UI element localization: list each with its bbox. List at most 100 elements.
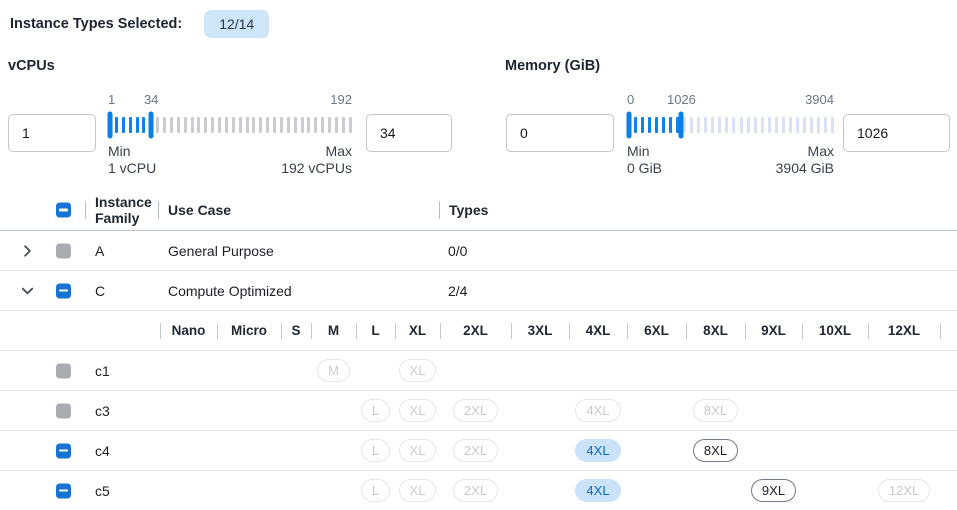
slider-tick — [128, 117, 132, 133]
chevron-right-icon[interactable] — [20, 243, 35, 258]
family-cell: A — [95, 242, 105, 259]
select-all-checkbox[interactable] — [56, 202, 71, 218]
memory-min-input[interactable] — [506, 114, 614, 152]
size-cell-3xl — [511, 351, 569, 390]
size-pill-12xl[interactable]: 12XL — [877, 479, 931, 502]
size-cell-6xl — [627, 431, 686, 470]
size-column-l: L — [356, 311, 395, 350]
scale-start-label: 1 — [108, 92, 116, 107]
slider-tick — [690, 117, 694, 133]
size-cell-10xl — [802, 471, 868, 510]
slider-min-handle[interactable] — [107, 111, 113, 139]
size-column-label: 12XL — [887, 323, 921, 338]
size-cell-9xl: 9XL — [745, 471, 802, 510]
size-pill-9xl[interactable]: 9XL — [750, 479, 797, 502]
size-header-grid: Nano Micro S M L XL 2XL 3XL 4XL 6XL 8XL 9XL 10XL 12XL — [160, 311, 941, 350]
size-pill-m[interactable]: M — [317, 359, 350, 382]
instance-row-checkbox[interactable] — [56, 403, 71, 418]
size-column-s: S — [281, 311, 311, 350]
memory-range-slider: 0 1026 3904 Min 0 GiB Max 3904 GiB — [626, 92, 834, 177]
slider-tick — [641, 117, 645, 133]
min-value: 1 vCPU — [108, 160, 157, 176]
memory-max-input[interactable] — [843, 114, 950, 152]
size-pill-l[interactable]: L — [360, 439, 391, 462]
instance-row-c4: c4 L XL 2XL 4XL 8XL — [0, 431, 957, 471]
size-cell-m — [311, 431, 356, 470]
family-row-checkbox[interactable] — [56, 283, 71, 298]
family-row-checkbox[interactable] — [56, 243, 71, 258]
max-caption: Max — [325, 143, 352, 159]
size-cell-2xl: 2XL — [440, 431, 511, 470]
slider-tick — [121, 117, 125, 133]
slider-tick — [655, 117, 659, 133]
size-cell-3xl — [511, 471, 569, 510]
size-pill-l[interactable]: L — [360, 399, 391, 422]
column-divider — [439, 201, 440, 219]
size-pill-4xl[interactable]: 4XL — [575, 399, 621, 422]
size-pill-8xl[interactable]: 8XL — [692, 399, 739, 422]
size-cell-nano — [160, 391, 217, 430]
size-pill-xl[interactable]: XL — [398, 439, 437, 462]
instance-row-c3: c3 L XL 2XL 4XL 8XL — [0, 391, 957, 431]
slider-tick — [760, 117, 764, 133]
size-pill-xl[interactable]: XL — [398, 359, 437, 382]
size-cell-l: L — [356, 431, 395, 470]
size-column-label: 6XL — [644, 323, 669, 338]
size-cell-nano — [160, 431, 217, 470]
size-cell-6xl — [627, 351, 686, 390]
vcpus-min-input[interactable] — [8, 114, 96, 152]
size-pill-4xl[interactable]: 4XL — [575, 439, 621, 462]
size-cell-10xl — [802, 351, 868, 390]
slider-tick — [746, 117, 750, 133]
size-cell-8xl: 8XL — [686, 431, 745, 470]
vcpus-max-input[interactable] — [366, 114, 452, 152]
size-column-6xl: 6XL — [627, 311, 686, 350]
size-cell-micro — [217, 431, 281, 470]
size-pill-l[interactable]: L — [360, 479, 391, 502]
size-cell-l: L — [356, 391, 395, 430]
size-cell-8xl — [686, 351, 745, 390]
size-pill-xl[interactable]: XL — [398, 399, 437, 422]
size-cell-10xl — [802, 391, 868, 430]
slider-tick — [293, 117, 297, 133]
size-pill-xl[interactable]: XL — [398, 479, 437, 502]
instance-name-cell: c5 — [95, 482, 110, 499]
size-pill-2xl[interactable]: 2XL — [452, 439, 499, 462]
slider-tick — [781, 117, 785, 133]
slider-tick — [788, 117, 792, 133]
slider-tick — [816, 117, 820, 133]
size-cell-8xl — [686, 471, 745, 510]
slider-max-handle[interactable] — [148, 111, 154, 139]
slider-tick — [231, 117, 235, 133]
instance-row-checkbox[interactable] — [56, 363, 71, 378]
instance-row-checkbox[interactable] — [56, 483, 71, 498]
size-column-xl: XL — [395, 311, 440, 350]
size-column-micro: Micro — [217, 311, 281, 350]
max-value: 3904 GiB — [775, 160, 834, 176]
slider-tick — [823, 117, 827, 133]
chevron-down-icon[interactable] — [20, 283, 35, 298]
size-pill-2xl[interactable]: 2XL — [452, 479, 499, 502]
slider-max-handle[interactable] — [678, 111, 684, 139]
column-divider — [940, 311, 941, 350]
slider-tick — [238, 117, 242, 133]
use-case-cell: Compute Optimized — [168, 282, 292, 299]
size-column-8xl: 8XL — [686, 311, 745, 350]
size-cell-micro — [217, 351, 281, 390]
vcpus-slider-track[interactable] — [107, 109, 352, 141]
column-divider — [85, 201, 86, 219]
slider-tick — [683, 117, 687, 133]
slider-tick — [211, 117, 215, 133]
instance-size-grid: L XL 2XL 4XL 8XL — [160, 391, 940, 430]
vcpus-range-slider: 1 34 192 Min 1 vCPU Max 192 vCPUs — [107, 92, 352, 177]
memory-slider-track[interactable] — [626, 109, 834, 141]
size-cell-s — [281, 431, 311, 470]
slider-tick — [341, 117, 345, 133]
instance-row-checkbox[interactable] — [56, 443, 71, 458]
size-pill-4xl[interactable]: 4XL — [575, 479, 621, 502]
slider-min-handle[interactable] — [626, 111, 632, 139]
size-pill-8xl[interactable]: 8XL — [692, 439, 739, 462]
slider-tick — [300, 117, 304, 133]
slider-tick — [697, 117, 701, 133]
size-pill-2xl[interactable]: 2XL — [452, 399, 499, 422]
